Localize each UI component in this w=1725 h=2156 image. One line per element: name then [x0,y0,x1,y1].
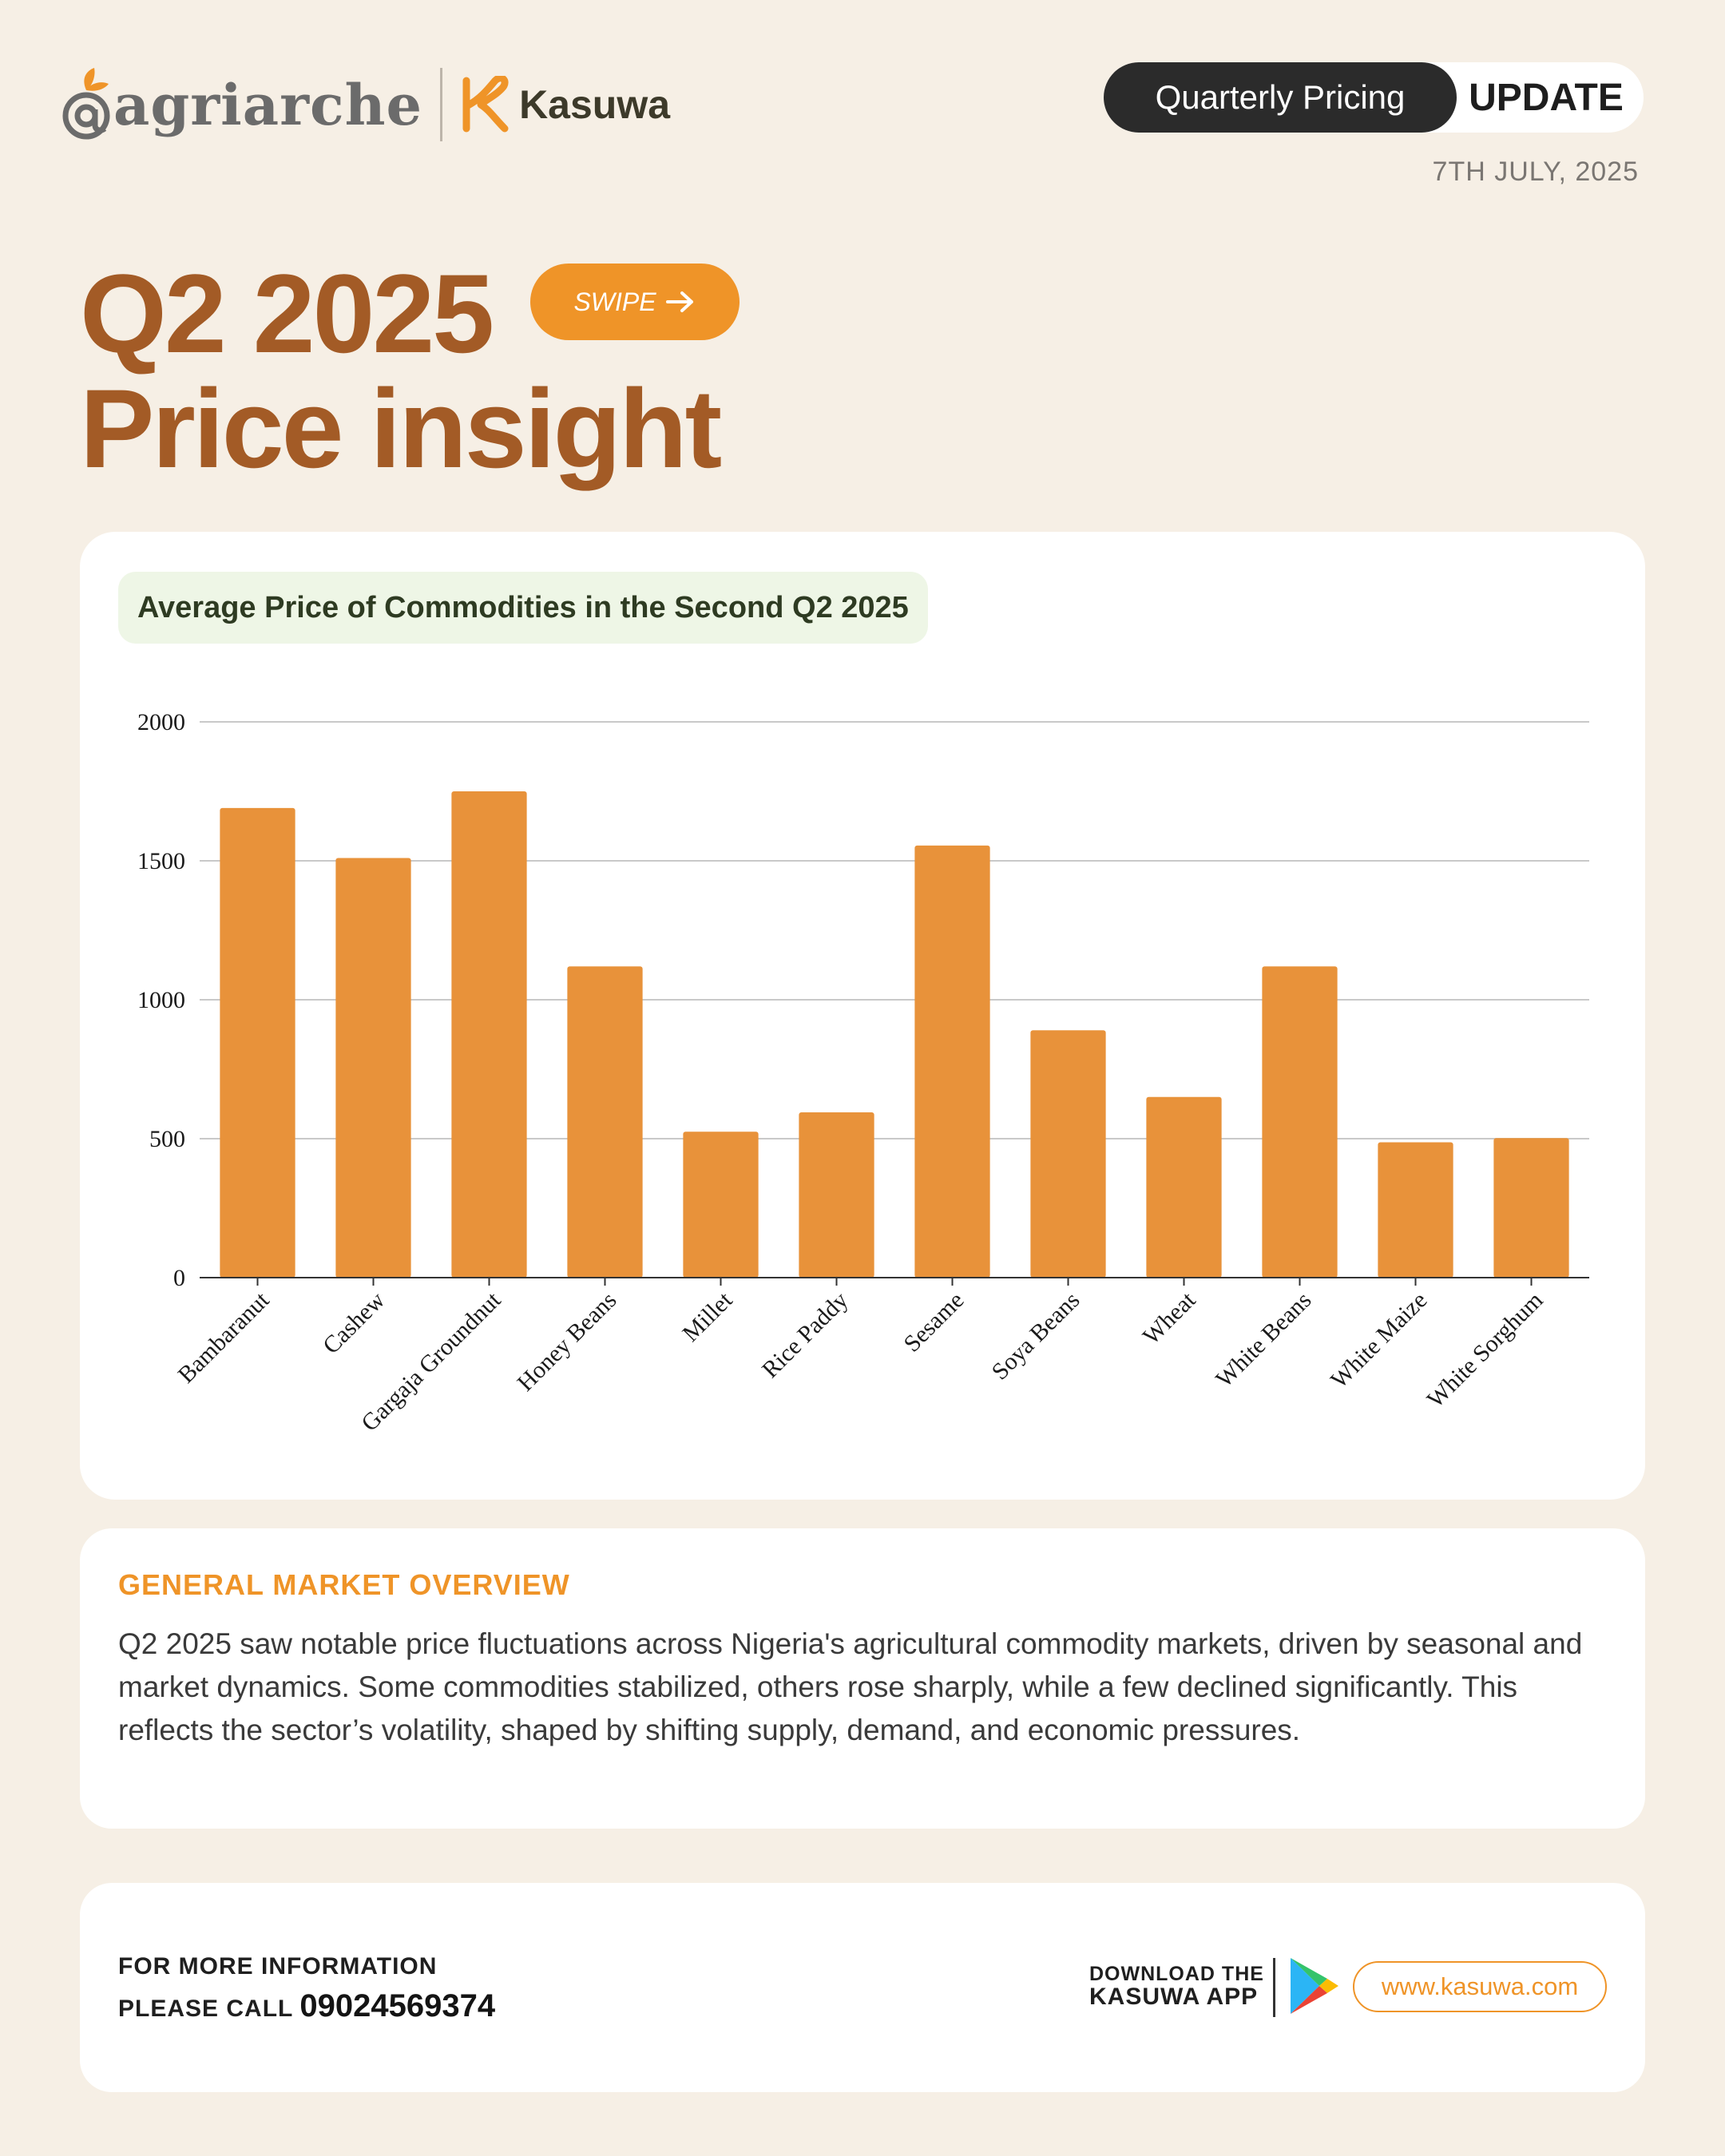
publish-date: 7TH JULY, 2025 [1432,157,1639,187]
bar-honey-beans [567,966,643,1278]
y-tick-label: 1000 [137,987,185,1013]
please-call-label: PLEASE CALL [118,1995,294,2022]
footer-divider [1273,1958,1275,2017]
page-title-insight: Price insight [80,366,722,491]
x-tick-label: Soya Beans [987,1287,1085,1385]
y-tick-label: 500 [149,1126,185,1152]
swipe-label: SWIPE [573,287,656,316]
agriarche-logo-icon [62,68,110,140]
bar-bambaranut [220,807,295,1278]
overview-heading: GENERAL MARKET OVERVIEW [118,1568,570,1601]
x-tick-label: Bambaranut [172,1286,274,1388]
bar-white-beans [1262,966,1338,1278]
bar-cashew [335,858,411,1278]
bar-white-maize [1378,1142,1453,1278]
page-title-quarter: Q2 2025 [80,251,494,376]
phone-number[interactable]: 09024569374 [299,1988,496,2023]
bar-rice-paddy [799,1112,874,1278]
brand-logos: agriarche Kasuwa [62,61,670,149]
x-tick-label: Rice Paddy [757,1287,854,1384]
kasuwa-brand-name: Kasuwa [519,82,671,127]
contact-footer-card: FOR MORE INFORMATION PLEASE CALL 0902456… [80,1883,1645,2092]
x-tick-label: Honey Beans [512,1287,621,1397]
quarterly-pricing-label: Quarterly Pricing [1104,62,1457,133]
x-tick-label: Wheat [1138,1286,1201,1349]
download-label: DOWNLOAD THE [1089,1963,1264,1985]
x-tick-label: White Beans [1211,1287,1316,1393]
kasuwa-logo-icon [462,76,509,133]
arrow-right-icon [665,291,693,312]
bar-millet [683,1132,759,1278]
y-tick-label: 0 [173,1265,185,1291]
market-overview-card: GENERAL MARKET OVERVIEW Q2 2025 saw nota… [80,1528,1645,1829]
bar-wheat [1146,1096,1222,1278]
more-info-label: FOR MORE INFORMATION [118,1953,438,1980]
website-link[interactable]: www.kasuwa.com [1353,1961,1607,2012]
y-tick-label: 2000 [137,709,185,735]
agriarche-brand-name: agriarche [113,71,423,138]
x-tick-label: Cashew [318,1286,391,1359]
bar-sesame [914,845,990,1278]
x-tick-label: White Maize [1326,1287,1432,1393]
app-name-label: KASUWA APP [1089,1984,1259,2010]
brand-divider [440,68,443,141]
quarterly-update-badge: Quarterly Pricing UPDATE [1104,62,1644,133]
overview-text: Q2 2025 saw notable price fluctuations a… [118,1627,1583,1746]
chart-card: 0 500 1000 1500 2000 Bambaranut Cashew Gargaja… [80,532,1645,1500]
x-tick-label: Sesame [898,1287,969,1357]
swipe-button[interactable]: SWIPE [530,264,740,340]
x-tick-label: White Sorghum [1422,1287,1549,1413]
google-play-icon[interactable] [1287,1956,1340,2015]
bar-white-sorghum [1493,1138,1569,1278]
y-tick-label: 1500 [137,848,185,874]
update-label: UPDATE [1469,76,1624,119]
chart-title: Average Price of Commodities in the Seco… [137,590,909,624]
x-tick-label: Millet [677,1286,738,1347]
chart-title-box: Average Price of Commodities in the Seco… [118,572,928,644]
bar-gargaja-groundnut [451,791,527,1278]
bar-soya-beans [1030,1030,1106,1278]
call-line: PLEASE CALL 09024569374 [118,1988,495,2024]
